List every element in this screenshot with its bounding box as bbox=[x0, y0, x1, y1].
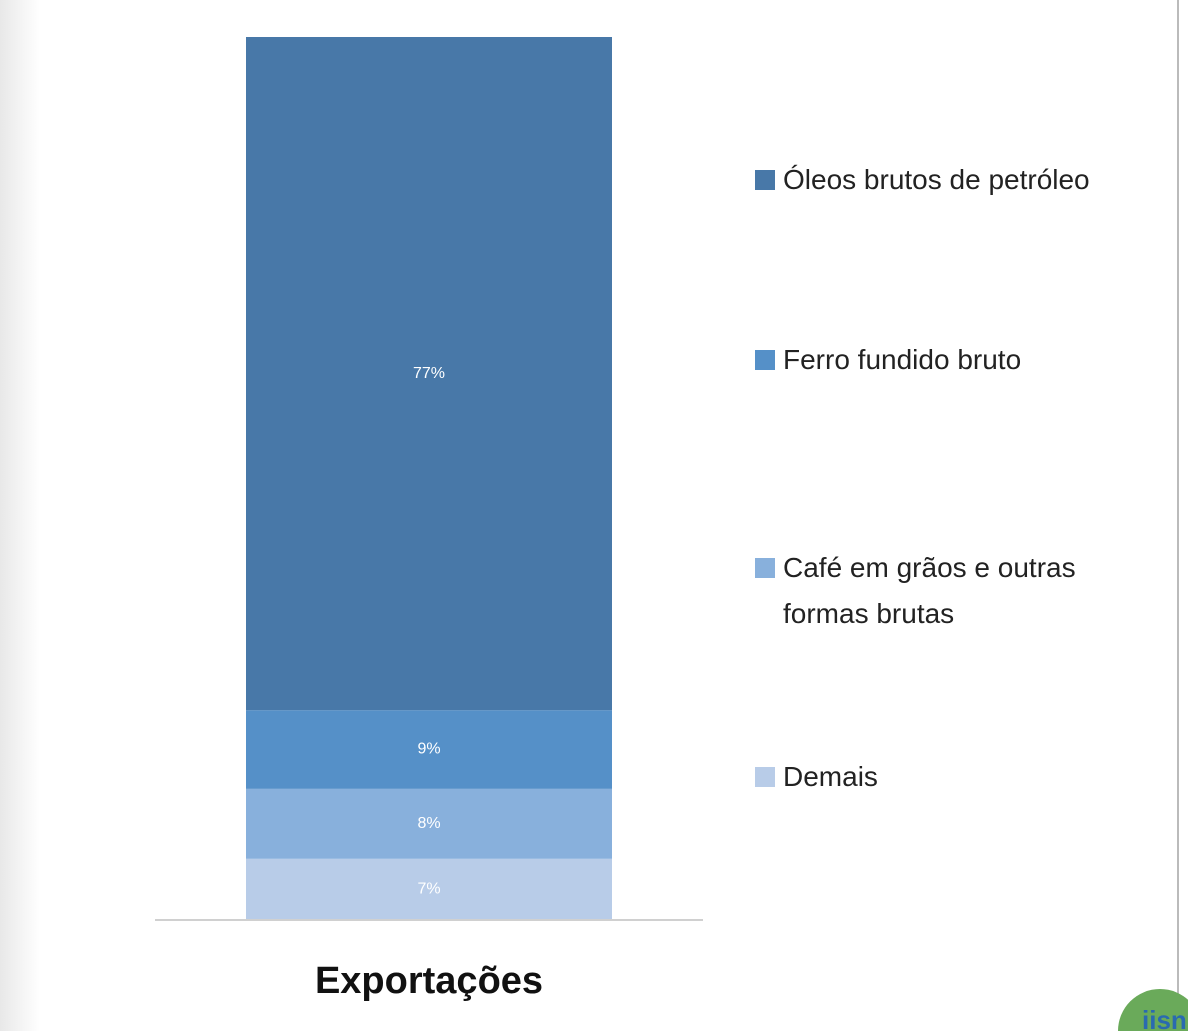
legend-label: Demais bbox=[783, 761, 878, 792]
legend-swatch bbox=[755, 558, 775, 578]
logo-text: iisn bbox=[1142, 1005, 1187, 1031]
legend-label: Café em grãos e outras formas brutas bbox=[783, 552, 1076, 629]
bar-segment bbox=[246, 710, 612, 789]
data-label: 9% bbox=[417, 741, 440, 758]
x-tick-label: Exportações bbox=[315, 960, 543, 1002]
legend-swatch bbox=[755, 350, 775, 370]
bar-segment bbox=[246, 788, 612, 859]
bar-segment bbox=[246, 37, 612, 711]
legend-entry: Demais bbox=[755, 754, 1165, 800]
data-label: 77% bbox=[413, 365, 445, 382]
logo bbox=[1118, 989, 1188, 1031]
data-label: 7% bbox=[417, 881, 440, 898]
legend-entry: Óleos brutos de petróleo bbox=[755, 157, 1165, 203]
legend-entry: Ferro fundido bruto bbox=[755, 337, 1165, 383]
bar-segment bbox=[246, 858, 612, 920]
legend-label: Óleos brutos de petróleo bbox=[783, 164, 1090, 195]
legend-label: Ferro fundido bruto bbox=[783, 344, 1022, 375]
legend-swatch bbox=[755, 767, 775, 787]
data-label: 8% bbox=[417, 815, 440, 832]
legend-entry: Café em grãos e outras formas brutas bbox=[755, 545, 1165, 637]
legend-swatch bbox=[755, 170, 775, 190]
